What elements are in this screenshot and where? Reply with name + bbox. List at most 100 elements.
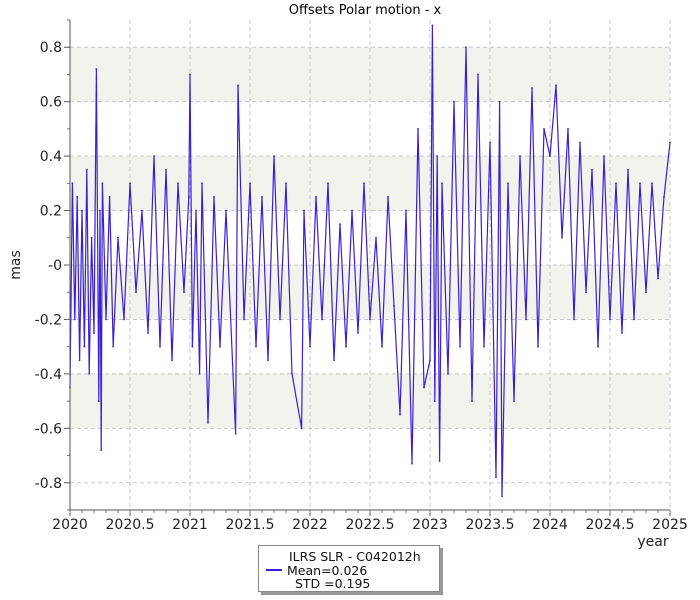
- data-point: [399, 413, 401, 416]
- data-point: [543, 127, 545, 130]
- data-point: [423, 386, 425, 389]
- data-point: [327, 182, 329, 185]
- data-point: [357, 332, 359, 334]
- data-point: [651, 182, 653, 185]
- data-point: [198, 372, 201, 375]
- x-tick-label: 2024: [532, 517, 568, 533]
- data-point: [207, 421, 209, 424]
- data-point: [261, 196, 263, 198]
- data-point: [213, 196, 215, 198]
- data-point: [609, 318, 611, 321]
- data-point: [621, 332, 623, 334]
- data-point: [315, 196, 317, 198]
- data-point: [513, 400, 515, 403]
- y-tick-label: -0.2: [35, 312, 62, 328]
- data-point: [99, 209, 101, 212]
- data-point: [561, 236, 563, 239]
- data-point: [555, 84, 557, 87]
- data-point: [369, 318, 371, 321]
- x-tick-label: 2023: [412, 517, 448, 533]
- y-tick-label: 0.4: [40, 149, 62, 165]
- x-tick-label: 2025: [652, 517, 688, 533]
- data-point: [291, 372, 293, 375]
- data-point: [83, 345, 86, 348]
- data-point: [645, 291, 647, 294]
- data-point: [171, 359, 173, 362]
- data-point: [81, 209, 83, 212]
- x-tick-label: 2021.5: [226, 517, 275, 533]
- data-point: [591, 168, 593, 171]
- legend-mean: Mean=0.026: [287, 563, 368, 578]
- y-tick-label: -0.8: [35, 476, 62, 492]
- data-point: [363, 182, 365, 185]
- data-point: [351, 209, 353, 212]
- y-tick-label: -0.6: [35, 421, 62, 437]
- x-tick-label: 2023.5: [466, 517, 515, 533]
- data-point: [90, 236, 93, 239]
- data-point: [633, 318, 635, 321]
- data-point: [459, 345, 461, 348]
- legend-swatch: [266, 569, 282, 571]
- x-tick-label: 2024.5: [586, 517, 635, 533]
- data-point: [219, 345, 221, 348]
- data-point: [183, 291, 185, 294]
- data-point: [501, 495, 503, 498]
- data-point: [507, 182, 509, 185]
- data-point: [101, 182, 104, 185]
- y-tick-label: -0: [48, 258, 62, 274]
- data-point: [117, 236, 119, 239]
- data-point: [71, 182, 74, 185]
- data-point: [531, 87, 533, 89]
- data-point: [519, 155, 521, 158]
- data-point: [177, 182, 179, 185]
- data-point: [123, 318, 125, 321]
- data-point: [639, 182, 641, 185]
- data-point: [417, 127, 419, 130]
- y-tick-label: 0.6: [40, 95, 62, 111]
- data-point: [76, 196, 79, 198]
- data-point: [375, 236, 377, 239]
- data-point: [495, 476, 497, 479]
- x-tick-label: 2020.5: [106, 517, 155, 533]
- data-point: [108, 196, 111, 198]
- data-point: [567, 127, 569, 130]
- y-tick-label: -0.4: [35, 367, 62, 383]
- data-point: [234, 432, 237, 435]
- y-axis-label: mas: [8, 250, 24, 280]
- data-point: [78, 359, 81, 362]
- data-point: [573, 318, 575, 321]
- data-point: [95, 68, 98, 70]
- data-point: [669, 141, 671, 144]
- data-point: [165, 168, 167, 171]
- data-point: [436, 155, 439, 158]
- data-point: [153, 155, 155, 158]
- data-point: [387, 196, 389, 198]
- data-point: [431, 24, 434, 27]
- data-point: [498, 100, 501, 103]
- data-point: [615, 182, 617, 185]
- data-point: [579, 141, 581, 144]
- data-point: [597, 345, 599, 348]
- data-point: [147, 332, 149, 334]
- data-point: [657, 277, 659, 280]
- data-point: [100, 449, 103, 452]
- data-point: [195, 209, 197, 212]
- data-point: [471, 400, 473, 403]
- data-point: [537, 345, 539, 348]
- data-point: [112, 345, 115, 348]
- data-point: [97, 400, 100, 403]
- y-tick-label: 0.8: [40, 40, 62, 56]
- data-point: [85, 168, 88, 171]
- data-point: [88, 372, 91, 375]
- data-point: [381, 345, 383, 348]
- data-point: [429, 359, 431, 362]
- x-axis-label: year: [637, 534, 668, 550]
- data-point: [191, 345, 194, 348]
- data-point: [345, 345, 347, 348]
- legend: ILRS SLR - C042012h Mean=0.026 STD =0.19…: [258, 545, 440, 592]
- x-tick-label: 2022: [292, 517, 328, 533]
- data-point: [433, 400, 436, 403]
- data-point: [255, 345, 257, 348]
- data-point: [333, 359, 335, 362]
